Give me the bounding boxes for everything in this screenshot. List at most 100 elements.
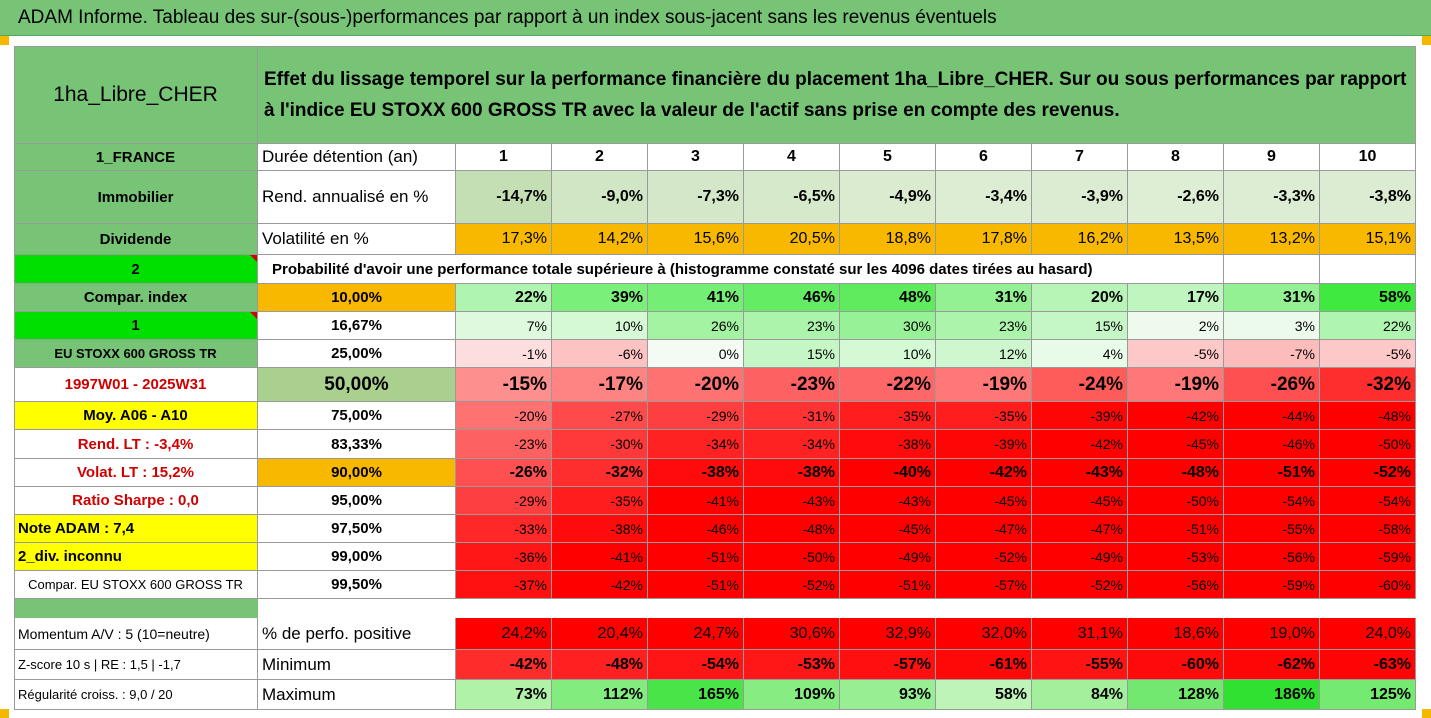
percentile-value: -47%	[936, 515, 1032, 543]
percentile-value: -5%	[1128, 340, 1224, 368]
percentile-value: -38%	[648, 459, 744, 487]
volatility-value: 13,5%	[1128, 224, 1224, 255]
minimum-label: Minimum	[258, 650, 456, 680]
positive-perf-value: 30,6%	[744, 618, 840, 650]
percentile-value: -41%	[648, 487, 744, 515]
annual-return-value: -4,9%	[840, 171, 936, 224]
annual-return-value: -3,4%	[936, 171, 1032, 224]
percentile-value: -24%	[1032, 368, 1128, 402]
selector-1: 1	[14, 312, 258, 340]
annual-return-value: -2,6%	[1128, 171, 1224, 224]
percentile-label: 95,00%	[258, 487, 456, 515]
percentile-value: -52%	[1320, 459, 1416, 487]
percentile-value: -1%	[456, 340, 552, 368]
percentile-value: -44%	[1224, 402, 1320, 430]
percentile-value: 2%	[1128, 312, 1224, 340]
percentile-value: -52%	[936, 543, 1032, 571]
selector-2: 2	[14, 255, 258, 284]
percentile-value: -42%	[936, 459, 1032, 487]
annual-return-value: -14,7%	[456, 171, 552, 224]
percentile-value: -38%	[552, 515, 648, 543]
annual-return-value: -9,0%	[552, 171, 648, 224]
percentile-value: -35%	[840, 402, 936, 430]
percentile-value: -58%	[1320, 515, 1416, 543]
percentile-value: -46%	[1224, 430, 1320, 459]
holding-period-label: Durée détention (an)	[258, 144, 456, 171]
percentile-value: -59%	[1320, 543, 1416, 571]
percentile-value: -55%	[1224, 515, 1320, 543]
percentile-value: -35%	[936, 402, 1032, 430]
momentum-label: Momentum A/V : 5 (10=neutre)	[14, 618, 258, 650]
compar-index-label: Compar. index	[14, 284, 258, 312]
volatility-value: 18,8%	[840, 224, 936, 255]
regularity-label: Régularité croiss. : 9,0 / 20	[14, 680, 258, 710]
percentile-label: 75,00%	[258, 402, 456, 430]
percentile-value: -43%	[840, 487, 936, 515]
percentile-value: -56%	[1128, 571, 1224, 599]
year-header: 7	[1032, 144, 1128, 171]
percentile-value: -26%	[1224, 368, 1320, 402]
percentile-value: -45%	[1128, 430, 1224, 459]
sharpe-ratio: Ratio Sharpe : 0,0	[14, 487, 258, 515]
year-header: 8	[1128, 144, 1224, 171]
percentile-label: 16,67%	[258, 312, 456, 340]
percentile-value: -37%	[456, 571, 552, 599]
percentile-value: -48%	[1128, 459, 1224, 487]
percentile-value: 7%	[456, 312, 552, 340]
percentile-value: -51%	[648, 543, 744, 571]
percentile-value: 10%	[552, 312, 648, 340]
percentile-value: -20%	[456, 402, 552, 430]
percentile-value: -26%	[456, 459, 552, 487]
percentile-value: -39%	[936, 430, 1032, 459]
positive-perf-label: % de perfo. positive	[258, 618, 456, 650]
category-label: Immobilier	[14, 171, 258, 224]
positive-perf-value: 24,2%	[456, 618, 552, 650]
percentile-value: 22%	[1320, 312, 1416, 340]
positive-perf-value: 19,0%	[1224, 618, 1320, 650]
percentile-value: -45%	[840, 515, 936, 543]
positive-perf-value: 24,0%	[1320, 618, 1416, 650]
percentile-value: -29%	[456, 487, 552, 515]
comment-marker	[250, 255, 257, 262]
maximum-value: 186%	[1224, 680, 1320, 710]
corner-marker	[1422, 709, 1431, 718]
percentile-value: -17%	[552, 368, 648, 402]
comparison-name: Compar. EU STOXX 600 GROSS TR	[14, 571, 258, 599]
minimum-value: -42%	[456, 650, 552, 680]
percentile-value: -5%	[1320, 340, 1416, 368]
percentile-value: -30%	[552, 430, 648, 459]
volatility-value: 13,2%	[1224, 224, 1320, 255]
minimum-value: -53%	[744, 650, 840, 680]
percentile-label: 83,33%	[258, 430, 456, 459]
report-title: ADAM Informe. Tableau des sur-(sous-)per…	[0, 0, 1431, 36]
percentile-value: -52%	[744, 571, 840, 599]
year-header: 6	[936, 144, 1032, 171]
percentile-value: -29%	[648, 402, 744, 430]
percentile-value: -27%	[552, 402, 648, 430]
volatility-value: 20,5%	[744, 224, 840, 255]
minimum-value: -48%	[552, 650, 648, 680]
percentile-value: -56%	[1224, 543, 1320, 571]
maximum-value: 112%	[552, 680, 648, 710]
volatility-value: 17,3%	[456, 224, 552, 255]
percentile-value: 58%	[1320, 284, 1416, 312]
percentile-value: -57%	[936, 571, 1032, 599]
percentile-value: -51%	[648, 571, 744, 599]
percentile-label: 99,50%	[258, 571, 456, 599]
percentile-value: -48%	[1320, 402, 1416, 430]
annual-return-value: -7,3%	[648, 171, 744, 224]
percentile-value: -45%	[1032, 487, 1128, 515]
percentile-label: 25,00%	[258, 340, 456, 368]
percentile-value: -49%	[840, 543, 936, 571]
percentile-value: -51%	[840, 571, 936, 599]
percentile-value: 39%	[552, 284, 648, 312]
year-header: 10	[1320, 144, 1416, 171]
percentile-value: -23%	[744, 368, 840, 402]
blank-cell	[1320, 255, 1416, 284]
percentile-value: -47%	[1032, 515, 1128, 543]
percentile-value: -53%	[1128, 543, 1224, 571]
percentile-value: -22%	[840, 368, 936, 402]
percentile-value: 22%	[456, 284, 552, 312]
annual-return-label: Rend. annualisé en %	[258, 171, 456, 224]
placement-name: 1ha_Libre_CHER	[14, 46, 258, 144]
